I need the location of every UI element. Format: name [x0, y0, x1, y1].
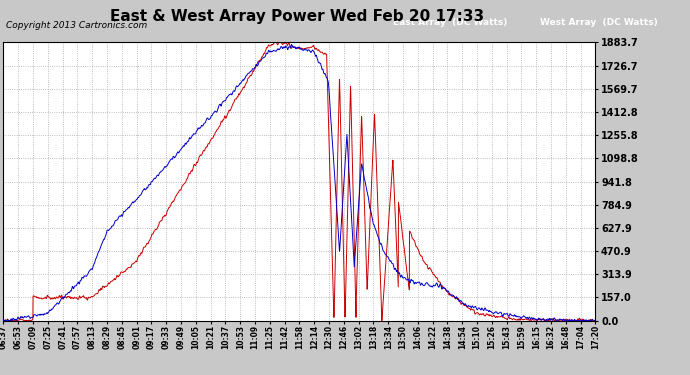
Text: East & West Array Power Wed Feb 20 17:33: East & West Array Power Wed Feb 20 17:33	[110, 9, 484, 24]
Text: West Array  (DC Watts): West Array (DC Watts)	[540, 18, 658, 27]
Text: East Array  (DC Watts): East Array (DC Watts)	[393, 18, 507, 27]
Text: Copyright 2013 Cartronics.com: Copyright 2013 Cartronics.com	[6, 21, 147, 30]
